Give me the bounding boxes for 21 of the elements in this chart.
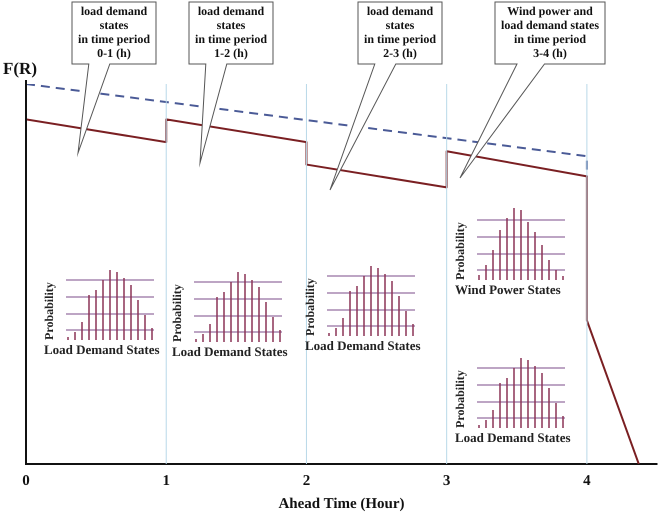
text: load demand states in time period 0-1 (h) bbox=[78, 4, 150, 60]
annotation: Load Demand States bbox=[172, 344, 288, 360]
text: load demand states in time period 2-3 (h) bbox=[364, 4, 436, 60]
text: Wind power and load demand states in time period 3-4 (h) bbox=[500, 4, 600, 60]
text: load demand states in time period 1-2 (h) bbox=[195, 4, 268, 60]
annotation: Load Demand States bbox=[305, 338, 421, 354]
x-tick-label: 3 bbox=[442, 472, 450, 489]
annotation: Probability bbox=[42, 282, 57, 340]
x-tick-label: 4 bbox=[583, 472, 592, 489]
annotation: Probability bbox=[453, 222, 468, 280]
annotation: Probability bbox=[303, 278, 318, 336]
x-tick-label: 1 bbox=[162, 472, 170, 489]
annotation: Wind Power States bbox=[455, 282, 561, 298]
x-axis-title: Ahead Time (Hour) bbox=[278, 496, 405, 512]
annotation: Load Demand States bbox=[455, 430, 571, 446]
annotation: Probability bbox=[453, 370, 468, 428]
x-tick-label: 0 bbox=[22, 472, 30, 489]
x-tick-label: 2 bbox=[302, 472, 310, 489]
annotation: Probability bbox=[170, 284, 185, 342]
y-axis-title: F(R) bbox=[3, 59, 37, 78]
annotation: Load Demand States bbox=[44, 342, 160, 358]
